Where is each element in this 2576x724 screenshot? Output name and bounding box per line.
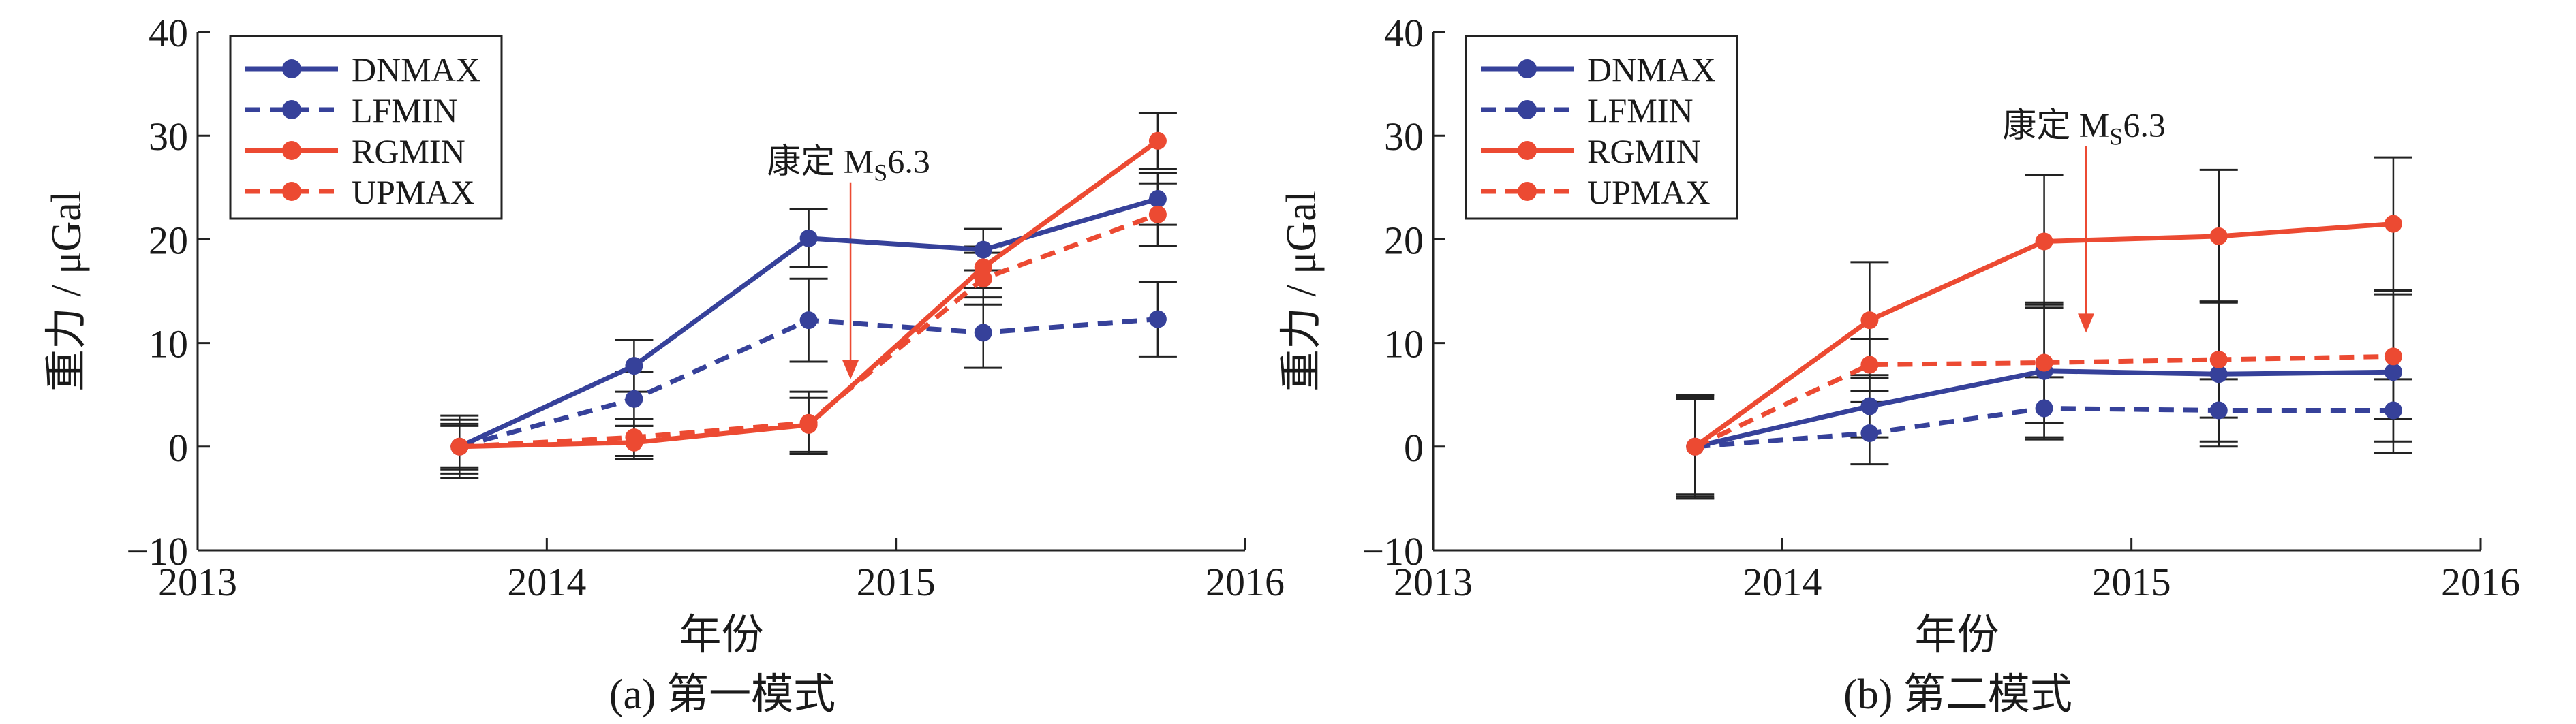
annotation-arrow-head [2078,313,2095,333]
data-point-rgmin [2384,215,2402,233]
y-tick-label: 0 [168,426,188,470]
legend-marker-rgmin [1518,141,1537,160]
x-tick-label: 2016 [2441,560,2520,604]
data-point-lfmin [1860,424,1879,443]
data-point-dnmax [1148,190,1167,208]
data-point-lfmin [2035,399,2053,418]
chart-panel-b: −10 0 10 20 30 40 2013 2014 2015 2016 年份 重力 / μGal (… [1278,11,2520,718]
data-point-upmax [1686,437,1704,456]
annotation-label-sub: S [2109,123,2123,150]
y-tick-label: 20 [1384,218,1424,262]
legend-marker-rgmin [282,141,301,160]
legend-marker-lfmin [1518,100,1537,119]
y-tick-label: 10 [1384,322,1424,366]
data-point-upmax [450,437,469,456]
annotation-label-suffix: 6.3 [2123,106,2166,144]
y-tick-label: 40 [1384,11,1424,55]
data-point-lfmin [2209,401,2228,420]
data-point-lfmin [625,390,643,408]
data-point-lfmin [2384,401,2402,420]
y-tick-label: 30 [1384,114,1424,159]
series-dnmax [450,190,1167,456]
data-point-lfmin [1148,310,1167,328]
y-tick-label: −10 [1362,529,1424,573]
y-tick-label: 30 [149,114,188,159]
data-point-upmax [799,413,818,432]
legend-label-rgmin: RGMIN [352,132,465,170]
x-tick-label: 2013 [1394,560,1473,604]
legend-label-rgmin: RGMIN [1587,132,1701,170]
y-tick-label: 40 [149,11,188,55]
series-lfmin [1686,399,2402,456]
legend-label-lfmin: LFMIN [352,91,458,129]
data-point-dnmax [2209,365,2228,383]
data-point-upmax [2384,347,2402,366]
x-tick-label: 2013 [158,560,237,604]
data-point-dnmax [625,357,643,375]
data-point-rgmin [1148,131,1167,150]
x-axis-title: 年份 [1914,612,1999,659]
data-point-rgmin [2209,227,2228,245]
data-point-dnmax [974,240,992,259]
data-point-upmax [1860,356,1879,374]
data-point-upmax [974,270,992,288]
x-axis-title: 年份 [679,612,763,659]
data-point-lfmin [799,311,818,330]
y-tick-label: 20 [149,218,188,262]
legend-marker-upmax [1518,182,1537,201]
data-point-upmax [2035,353,2053,372]
x-tick-label: 2015 [2092,560,2171,604]
legend-marker-lfmin [282,100,301,119]
panel-caption: (b) 第二模式 [1843,672,2072,718]
x-tick-label: 2014 [507,560,586,604]
annotation-label-prefix: 康定 M [2002,106,2109,144]
data-point-dnmax [1860,397,1879,415]
series-upmax [1686,347,2402,456]
y-axis-title: 重力 / μGal [1278,191,1325,392]
earthquake-annotation: 康定 MS6.3 [2002,106,2166,333]
annotation-label-prefix: 康定 M [767,142,874,180]
data-point-rgmin [2035,232,2053,251]
y-axis-title: 重力 / μGal [44,191,90,392]
legend-label-upmax: UPMAX [352,173,475,211]
legend-label-upmax: UPMAX [1587,173,1711,211]
legend-marker-dnmax [1518,59,1537,78]
panel-caption: (a) 第一模式 [609,672,835,718]
series-line-upmax [1693,353,2393,449]
x-tick-label: 2014 [1743,560,1822,604]
data-point-dnmax [2384,363,2402,381]
y-tick-label: 10 [149,322,188,366]
annotation-arrow-head [842,360,859,379]
earthquake-annotation: 康定 MS6.3 [767,142,930,379]
legend-marker-dnmax [282,59,301,78]
data-point-upmax [1148,205,1167,223]
data-point-dnmax [799,229,818,247]
x-tick-label: 2016 [1206,560,1285,604]
data-point-lfmin [974,324,992,342]
legend-label-lfmin: LFMIN [1587,91,1693,129]
annotation-label-sub: S [874,159,887,187]
legend-label-dnmax: DNMAX [1587,50,1716,89]
y-tick-label: −10 [126,529,188,573]
annotation-label: 康定 MS6.3 [767,142,930,187]
y-tick-label: 0 [1404,426,1424,470]
annotation-label-suffix: 6.3 [887,142,930,180]
legend-marker-upmax [282,182,301,201]
chart-panel-a: −10 0 10 20 30 40 2013 2014 2015 2016 年份 重力 / μGal (… [44,11,1285,718]
annotation-label: 康定 MS6.3 [2002,106,2166,150]
data-point-upmax [2209,350,2228,368]
legend-label-dnmax: DNMAX [352,50,480,89]
x-tick-label: 2015 [857,560,936,604]
data-point-rgmin [1860,311,1879,330]
series-upmax [450,205,1167,456]
data-point-upmax [625,428,643,447]
